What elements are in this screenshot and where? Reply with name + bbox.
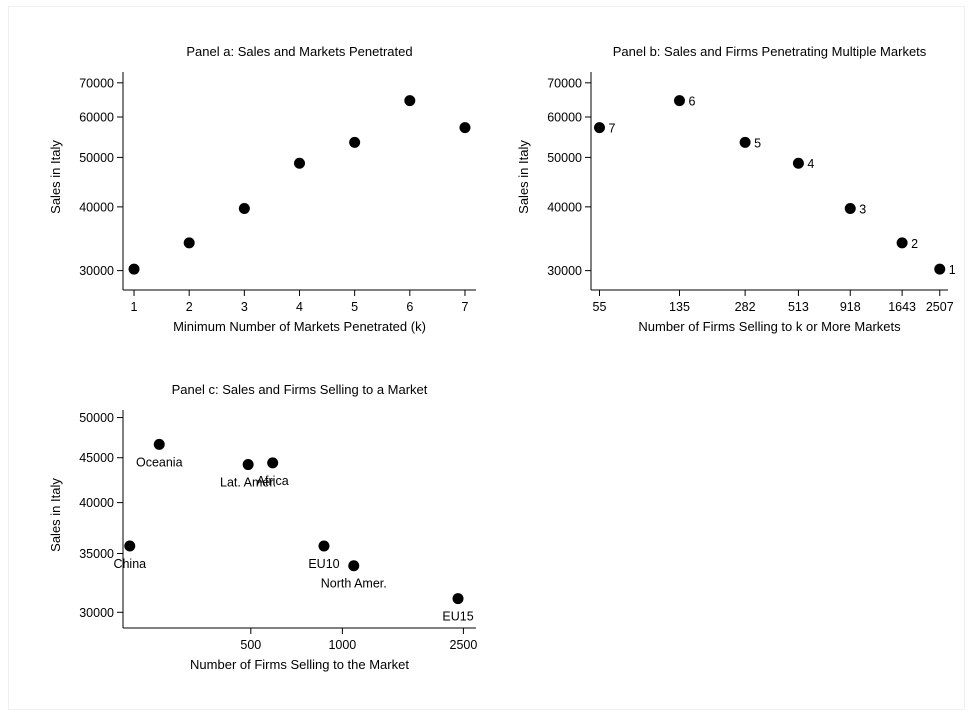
point-label: 7 [608, 122, 615, 136]
point-label: 5 [754, 136, 761, 150]
data-point [242, 459, 254, 471]
data-point [739, 136, 751, 148]
y-tick-label: 40000 [79, 496, 114, 510]
data-point [267, 457, 279, 469]
data-point [128, 263, 140, 275]
point-label: 4 [807, 157, 814, 171]
x-tick-label: 135 [669, 300, 690, 314]
x-axis-title: Number of Firms Selling to k or More Mar… [638, 319, 901, 334]
data-point [318, 540, 330, 552]
x-tick-label: 5 [351, 300, 358, 314]
panel-c: Panel c: Sales and Firms Selling to a Ma… [48, 382, 477, 672]
point-label: EU10 [308, 557, 339, 571]
data-point [349, 136, 361, 148]
y-tick-label: 40000 [79, 200, 114, 214]
y-axis-title: Sales in Italy [48, 140, 63, 214]
y-tick-label: 45000 [79, 451, 114, 465]
y-axis-title: Sales in Italy [48, 478, 63, 552]
y-tick-label: 70000 [79, 76, 114, 90]
panel-title: Panel c: Sales and Firms Selling to a Ma… [172, 382, 428, 397]
x-axis-title: Minimum Number of Markets Penetrated (k) [173, 319, 426, 334]
x-tick-label: 3 [241, 300, 248, 314]
data-point [294, 157, 305, 169]
data-point [452, 593, 464, 605]
y-tick-label: 70000 [547, 76, 582, 90]
x-tick-label: 513 [788, 300, 809, 314]
point-label: Africa [257, 474, 289, 488]
point-label: 2 [911, 237, 918, 251]
point-label: Lat. Amer. [220, 476, 276, 490]
x-tick-label: 2 [186, 300, 193, 314]
point-label: China [113, 557, 146, 571]
x-tick-label: 2500 [450, 638, 478, 652]
data-point [896, 237, 908, 249]
y-tick-label: 50000 [547, 151, 582, 165]
point-label: 1 [949, 263, 956, 277]
data-point [459, 122, 471, 134]
x-tick-label: 7 [461, 300, 468, 314]
point-label: Oceania [136, 455, 183, 469]
x-tick-label: 55 [593, 300, 607, 314]
panel-a: Panel a: Sales and Markets Penetrated 300… [48, 44, 476, 334]
x-tick-label: 1000 [328, 638, 356, 652]
y-tick-label: 50000 [79, 151, 114, 165]
x-tick-label: 6 [406, 300, 413, 314]
data-point [124, 540, 136, 552]
data-point [153, 438, 165, 450]
panel-title: Panel a: Sales and Markets Penetrated [186, 44, 412, 59]
x-axis-title: Number of Firms Selling to the Market [190, 657, 409, 672]
y-tick-label: 30000 [79, 264, 114, 278]
x-tick-label: 918 [840, 300, 861, 314]
data-point [404, 95, 416, 107]
data-point [844, 203, 856, 215]
y-tick-label: 60000 [79, 110, 114, 124]
x-tick-label: 2507 [926, 300, 954, 314]
point-label: 6 [688, 95, 695, 109]
x-tick-label: 1 [131, 300, 138, 314]
data-point [183, 237, 195, 249]
y-tick-label: 35000 [79, 547, 114, 561]
y-tick-label: 30000 [79, 606, 114, 620]
data-point [673, 95, 685, 107]
point-label: North Amer. [321, 577, 387, 591]
x-tick-label: 1643 [888, 300, 916, 314]
figure-frame [8, 6, 965, 710]
data-point [792, 157, 804, 169]
y-tick-label: 30000 [547, 264, 582, 278]
panel-title: Panel b: Sales and Firms Penetrating Mul… [613, 44, 927, 59]
x-tick-label: 4 [296, 300, 303, 314]
point-label: 3 [859, 203, 866, 217]
y-axis-title: Sales in Italy [516, 140, 531, 214]
data-point [593, 122, 605, 134]
x-tick-label: 282 [735, 300, 756, 314]
data-point [348, 560, 360, 572]
point-label: EU15 [442, 610, 473, 624]
y-tick-label: 40000 [547, 200, 582, 214]
data-point [238, 203, 250, 215]
x-tick-label: 500 [240, 638, 261, 652]
y-tick-label: 50000 [79, 411, 114, 425]
data-point [934, 263, 946, 275]
panel-b: Panel b: Sales and Firms Penetrating Mul… [516, 44, 956, 334]
y-tick-label: 60000 [547, 110, 582, 124]
